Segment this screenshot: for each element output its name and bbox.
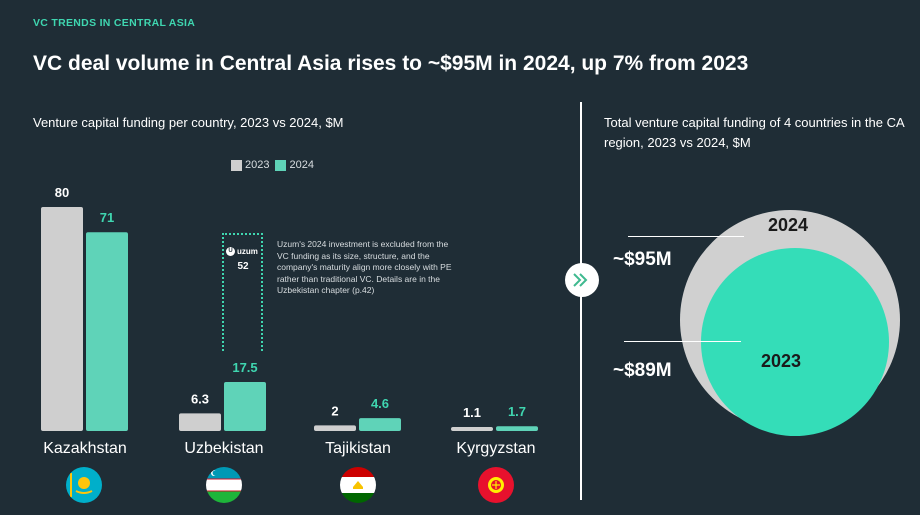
- bar-label-uzbekistan-2024: 17.5: [232, 360, 257, 375]
- kyrgyzstan-flag-icon: [478, 467, 514, 503]
- bubble-2023: [701, 248, 889, 436]
- next-arrow-icon: [565, 263, 599, 297]
- leader-line-2023: [624, 341, 741, 342]
- eyebrow-label: VC TRENDS IN CENTRAL ASIA: [33, 17, 196, 29]
- bar-label-tajikistan-2024: 4.6: [371, 396, 389, 411]
- uzum-note: Uzum's 2024 investment is excluded from …: [277, 239, 452, 295]
- uzum-logo: U uzum: [226, 247, 258, 256]
- uzum-logo-text: uzum: [237, 247, 258, 256]
- country-label-kyrgyzstan: Kyrgyzstan: [456, 440, 536, 457]
- country-label-kazakhstan: Kazakhstan: [43, 440, 127, 457]
- bar-chart: 80 71 6.3 17.5 2 4.6 1.1 1.7: [41, 185, 538, 431]
- bar-label-kazakhstan-2024: 71: [100, 210, 114, 225]
- bar-uzbekistan-2023: [179, 413, 221, 431]
- country-label-uzbekistan: Uzbekistan: [184, 440, 264, 457]
- legend-swatch-2023: [231, 159, 242, 171]
- total-value-2024: ~$95M: [613, 249, 672, 270]
- bar-tajikistan-2023: [314, 425, 356, 431]
- kazakhstan-flag-icon: [66, 467, 102, 503]
- uzum-excluded-bar-outline: [222, 233, 263, 351]
- uzum-logo-icon: U: [226, 247, 235, 256]
- bubble-chart-title: Total venture capital funding of 4 count…: [604, 115, 904, 150]
- bar-kazakhstan-2024: [86, 232, 128, 431]
- tajikistan-flag-icon: [340, 467, 376, 503]
- bar-chart-title: Venture capital funding per country, 202…: [33, 115, 344, 130]
- legend-label-2024: 2024: [289, 159, 314, 171]
- uzum-value-label: 52: [237, 261, 249, 272]
- chart-legend: 2023 2024: [231, 159, 314, 171]
- uzbekistan-flag-icon: [206, 467, 242, 503]
- bar-label-kazakhstan-2023: 80: [55, 185, 69, 200]
- legend-swatch-2024: [275, 159, 287, 171]
- leader-line-2024: [628, 236, 744, 237]
- legend-label-2023: 2023: [245, 159, 270, 171]
- country-label-tajikistan: Tajikistan: [325, 440, 391, 457]
- total-value-2023: ~$89M: [613, 360, 672, 381]
- bar-tajikistan-2024: [359, 418, 401, 431]
- bar-label-kyrgyzstan-2024: 1.7: [508, 404, 526, 419]
- bar-uzbekistan-2024: [224, 382, 266, 431]
- bar-label-tajikistan-2023: 2: [331, 403, 338, 418]
- bar-kyrgyzstan-2023: [451, 427, 493, 431]
- legend-item-2024: 2024: [275, 159, 314, 171]
- bar-label-kyrgyzstan-2023: 1.1: [463, 405, 481, 420]
- page-title: VC deal volume in Central Asia rises to …: [33, 52, 749, 75]
- bar-label-uzbekistan-2023: 6.3: [191, 391, 209, 406]
- bubble-label-2024: 2024: [768, 215, 809, 235]
- bar-kyrgyzstan-2024: [496, 426, 538, 431]
- bubble-label-2023: 2023: [761, 351, 802, 371]
- section-divider: [580, 102, 582, 500]
- legend-item-2023: 2023: [231, 159, 269, 171]
- bar-kazakhstan-2023: [41, 207, 83, 431]
